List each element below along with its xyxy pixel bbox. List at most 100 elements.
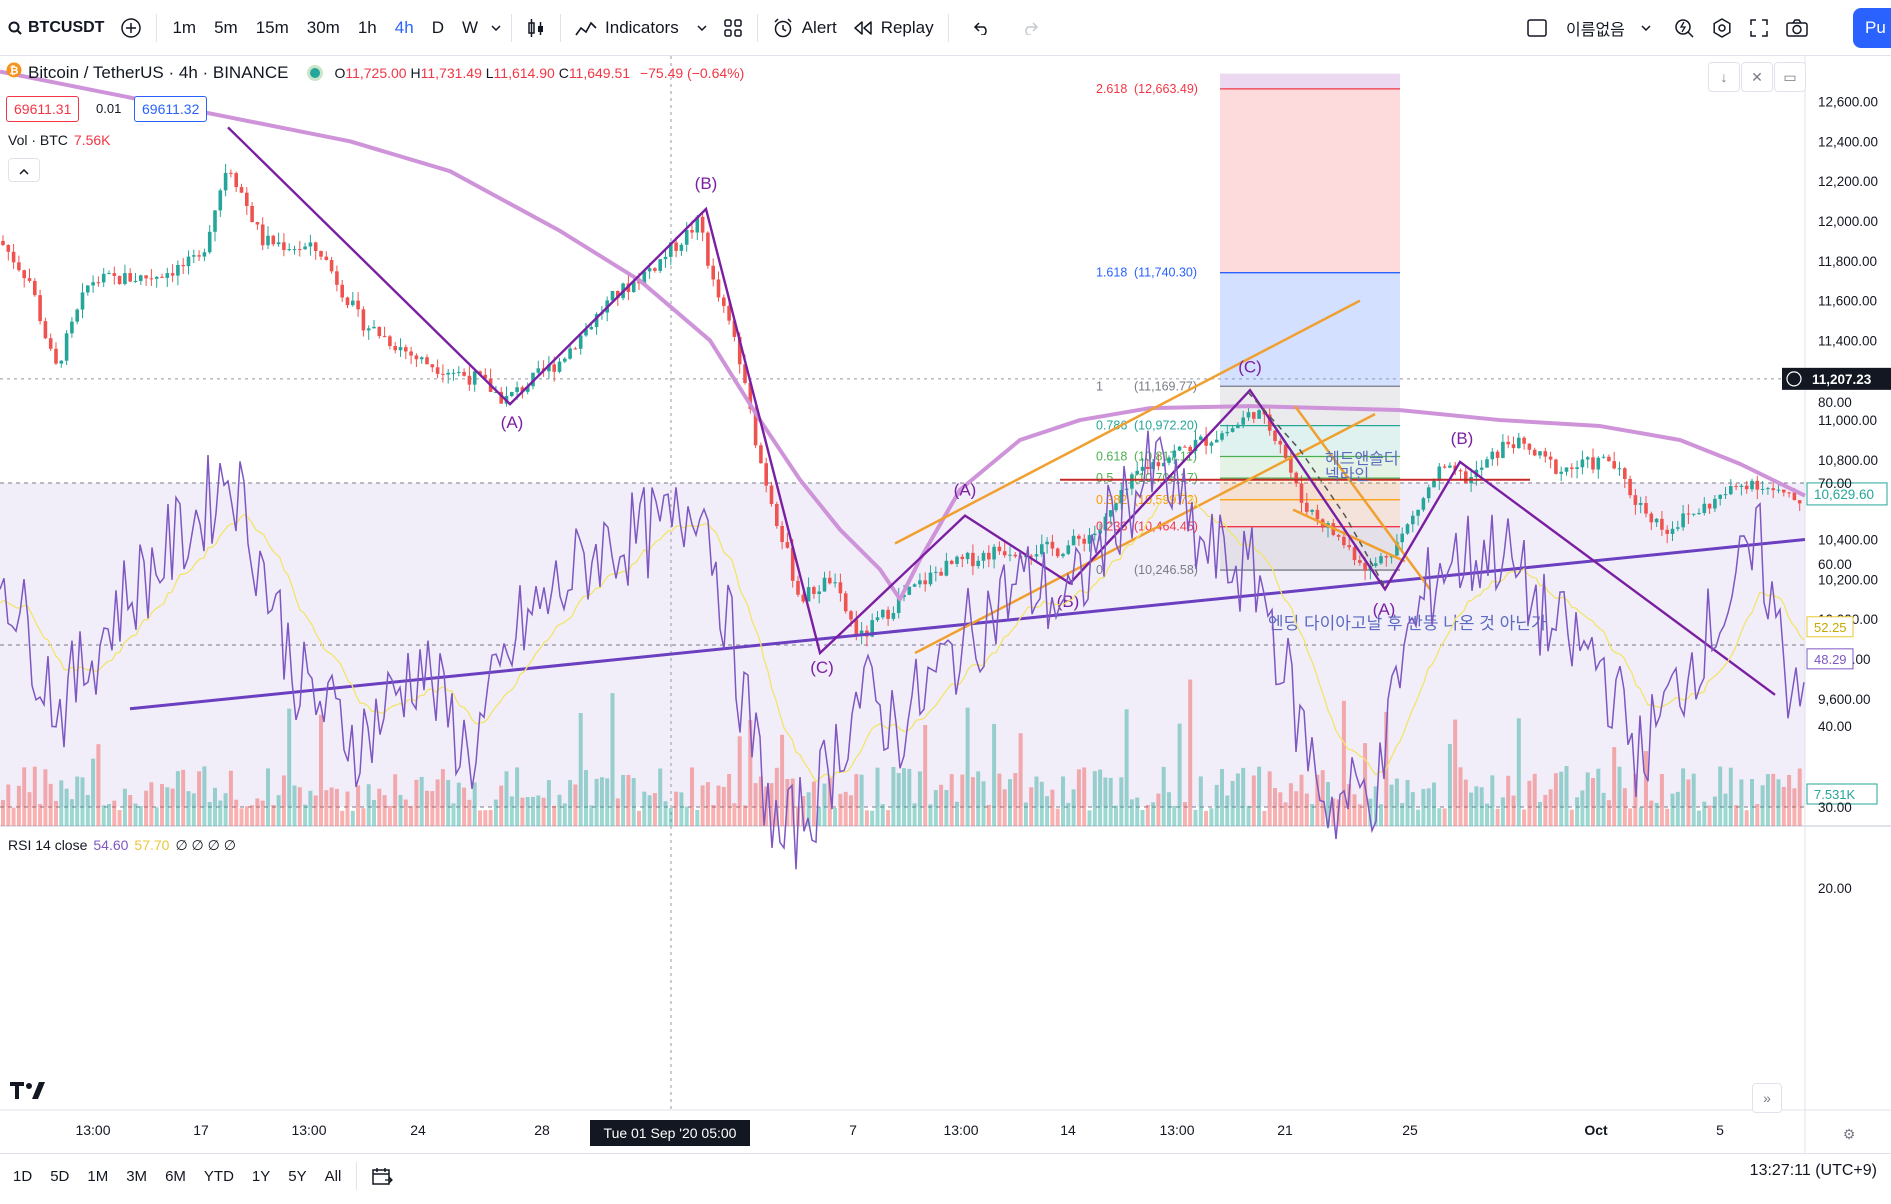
time-tick-label: 5 bbox=[1716, 1122, 1724, 1138]
range-5y[interactable]: 5Y bbox=[288, 1167, 307, 1185]
rsi-tick-label: 70.00 bbox=[1818, 476, 1852, 491]
time-tick-label: 21 bbox=[1277, 1122, 1293, 1138]
volume-bar bbox=[107, 804, 111, 826]
camera-icon bbox=[1785, 18, 1809, 38]
price-tick-label: 9,600.00 bbox=[1818, 692, 1871, 707]
templates-button[interactable] bbox=[715, 0, 751, 56]
move-pane-down-button[interactable]: ↓ bbox=[1708, 62, 1740, 92]
interval-D[interactable]: D bbox=[431, 17, 444, 37]
candle-body bbox=[1146, 466, 1150, 469]
range-1m[interactable]: 1M bbox=[87, 1167, 109, 1185]
volume-bar bbox=[440, 769, 445, 826]
candle-body bbox=[976, 560, 980, 567]
fullscreen-button[interactable] bbox=[1741, 0, 1777, 56]
range-5d[interactable]: 5D bbox=[50, 1167, 70, 1185]
collapse-pane-button[interactable]: ✕ bbox=[1741, 62, 1773, 92]
candle-body bbox=[70, 321, 74, 334]
collapse-legend-button[interactable] bbox=[8, 158, 40, 182]
alert-button[interactable]: Alert bbox=[764, 0, 845, 56]
interval-dropdown[interactable] bbox=[487, 0, 505, 56]
volume-bar bbox=[1087, 810, 1092, 826]
interval-W[interactable]: W bbox=[461, 17, 479, 37]
candle-body bbox=[912, 584, 917, 587]
rsi-value: 54.60 bbox=[93, 837, 129, 853]
volume-bar bbox=[1315, 774, 1320, 826]
candle-body bbox=[775, 503, 779, 526]
chart-type-button[interactable] bbox=[518, 0, 554, 56]
candle-body bbox=[965, 552, 970, 560]
volume-bar bbox=[970, 777, 975, 826]
volume-bar bbox=[435, 779, 440, 826]
volume-bar bbox=[419, 776, 424, 826]
range-6m[interactable]: 6M bbox=[165, 1167, 186, 1185]
volume-bar bbox=[91, 758, 96, 826]
snapshot-button[interactable] bbox=[1777, 0, 1817, 56]
redo-button[interactable] bbox=[1009, 0, 1051, 56]
rsi-ma-line bbox=[0, 492, 1805, 783]
replay-button[interactable]: Replay bbox=[845, 0, 942, 56]
volume-bar bbox=[499, 785, 504, 826]
volume-bar bbox=[1167, 792, 1171, 826]
indicators-button[interactable]: Indicators bbox=[567, 0, 715, 56]
interval-30m[interactable]: 30m bbox=[306, 17, 340, 37]
candle-body bbox=[955, 556, 959, 564]
volume-bar bbox=[467, 799, 472, 826]
undo-button[interactable] bbox=[955, 0, 1009, 56]
publish-label: Pu bbox=[1865, 18, 1886, 37]
volume-bar bbox=[955, 801, 959, 826]
candle-body bbox=[647, 268, 652, 272]
volume-bar bbox=[960, 774, 965, 826]
volume-bar bbox=[319, 714, 323, 826]
scroll-to-realtime-button[interactable]: » bbox=[1752, 1083, 1782, 1113]
volume-bar bbox=[462, 787, 467, 826]
settings-button[interactable] bbox=[1703, 0, 1741, 56]
candle-body bbox=[451, 372, 456, 374]
candle-body bbox=[1464, 471, 1468, 484]
interval-1h[interactable]: 1h bbox=[357, 17, 377, 37]
volume-bar bbox=[1638, 807, 1643, 826]
axis-settings-button[interactable]: ⚙ bbox=[1834, 1120, 1864, 1148]
sell-button[interactable]: 69611.31 bbox=[6, 96, 80, 122]
quick-search-button[interactable] bbox=[1665, 0, 1703, 56]
date-range-button[interactable] bbox=[363, 1148, 401, 1204]
layout-button[interactable]: 이름없음 bbox=[1518, 0, 1659, 56]
candle-body bbox=[340, 284, 344, 298]
volume-bar bbox=[483, 810, 488, 826]
interval-15m[interactable]: 15m bbox=[255, 17, 289, 37]
candle-body bbox=[875, 617, 880, 621]
volume-bar bbox=[1606, 800, 1611, 826]
range-ytd[interactable]: YTD bbox=[203, 1167, 234, 1185]
range-1d[interactable]: 1D bbox=[13, 1167, 33, 1185]
interval-1m[interactable]: 1m bbox=[172, 17, 197, 37]
symbol-search[interactable]: BTCUSDT bbox=[0, 0, 112, 56]
candle-body bbox=[1347, 545, 1351, 548]
volume-bar bbox=[1437, 808, 1442, 826]
buy-button[interactable]: 69611.32 bbox=[134, 96, 208, 122]
candle-body bbox=[806, 587, 811, 602]
candle-body bbox=[684, 230, 689, 245]
wave-label: (A) bbox=[954, 481, 977, 500]
range-3m[interactable]: 3M bbox=[126, 1167, 148, 1185]
interval-5m[interactable]: 5m bbox=[214, 17, 238, 37]
clock-timezone[interactable]: 13:27:11 (UTC+9) bbox=[1749, 1162, 1877, 1179]
candle-body bbox=[494, 391, 498, 393]
candle-body bbox=[1744, 485, 1749, 490]
interval-4h[interactable]: 4h bbox=[394, 17, 414, 37]
candle-body bbox=[1707, 503, 1712, 509]
candle-body bbox=[213, 210, 217, 232]
chart-canvas[interactable]: 2.618 (12,663.49) 1.618 (11,740.30) 1 (11,169… bbox=[0, 56, 1891, 1156]
candle-body bbox=[1782, 489, 1786, 493]
range-1y[interactable]: 1Y bbox=[251, 1167, 271, 1185]
candle-body bbox=[663, 256, 668, 260]
publish-button[interactable]: Pu bbox=[1853, 8, 1891, 48]
maximize-pane-button[interactable]: ▭ bbox=[1774, 62, 1806, 92]
range-all[interactable]: All bbox=[324, 1167, 342, 1185]
volume-bar bbox=[1421, 788, 1426, 826]
compare-button[interactable] bbox=[112, 0, 150, 56]
spread-value: 0.01 bbox=[96, 101, 122, 116]
volume-bar bbox=[621, 775, 626, 826]
candle-body bbox=[345, 297, 350, 306]
candle-body bbox=[748, 382, 753, 409]
volume-bar bbox=[1018, 733, 1023, 826]
candle-body bbox=[557, 361, 562, 372]
